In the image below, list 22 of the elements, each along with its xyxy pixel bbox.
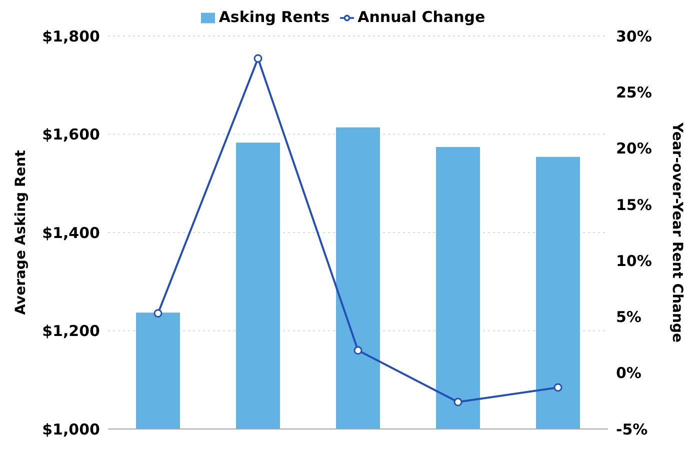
y-tick-label: $1,000 (42, 420, 100, 438)
y2-tick-label: 30% (616, 27, 652, 46)
y2-tick-label: 5% (616, 308, 642, 326)
legend-label: Annual Change (358, 8, 486, 26)
y-tick-label: $1,200 (42, 322, 100, 340)
y-tick-label: $1,600 (42, 126, 100, 144)
point (354, 346, 362, 355)
y2-tick-label: 15% (616, 196, 652, 214)
point (554, 383, 562, 392)
y-tick-label: $1,800 (42, 27, 100, 46)
y2-tick-label: 0% (616, 364, 642, 382)
y2-tick-label: 25% (616, 83, 652, 102)
y2-tick-label: 20% (616, 140, 652, 158)
legend-label: Asking Rents (218, 8, 330, 26)
point (454, 398, 462, 406)
y-axis-title: Average Asking Rent (12, 150, 29, 315)
y2-axis-title: Year-over-Year Rent Change (669, 122, 686, 342)
point (254, 54, 262, 63)
y2-tick-label: 10% (616, 252, 652, 270)
y-tick-label: $1,400 (42, 224, 100, 242)
y2-tick-label: -5% (616, 420, 648, 438)
point (154, 309, 162, 318)
